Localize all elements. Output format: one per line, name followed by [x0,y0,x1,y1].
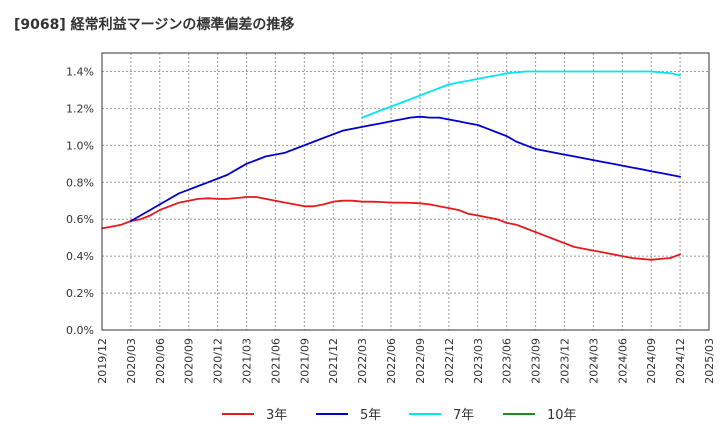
x-tick-label: 2021/03 [241,338,254,384]
legend-label: 10年 [547,408,577,423]
x-tick-label: 2024/12 [674,338,687,384]
y-tick-label: 1.0% [66,139,94,152]
legend-label: 5年 [360,408,381,423]
y-tick-label: 0.4% [66,250,94,263]
y-tick-label: 0.6% [66,213,94,226]
x-tick-label: 2022/06 [385,338,398,384]
x-tick-label: 2020/06 [154,338,167,384]
y-tick-label: 0.8% [66,176,94,189]
series-line-2 [361,70,681,119]
x-tick-label: 2023/03 [472,338,485,384]
plot-area [102,53,709,330]
x-tick-label: 2022/03 [356,338,369,384]
y-tick-label: 1.2% [66,102,94,115]
x-tick-label: 2024/09 [645,338,658,384]
x-tick-label: 2023/09 [530,338,543,384]
x-tick-label: 2023/06 [501,338,514,384]
series-lines [101,70,681,261]
legend: 3年 5年 7年 10年 [222,408,577,423]
x-tick-label: 2025/03 [703,338,716,384]
chart-title: [9068] 経常利益マージンの標準偏差の推移 [14,17,295,33]
x-tick-label: 2024/06 [616,338,629,384]
x-tick-label: 2022/09 [414,338,427,384]
y-tick-label: 1.4% [66,65,94,78]
series-line-1 [129,115,681,222]
x-tick-label: 2020/03 [125,338,138,384]
legend-label: 3年 [266,408,287,423]
x-tick-label: 2021/12 [327,338,340,384]
x-tick-label: 2020/12 [212,338,225,384]
legend-label: 7年 [453,408,474,423]
series-line-0 [101,196,681,261]
x-tick-label: 2020/09 [183,338,196,384]
x-tick-label: 2022/12 [443,338,456,384]
y-axis: 0.0% 0.2% 0.4% 0.6% 0.8% 1.0% 1.2% 1.4% [66,65,94,337]
x-tick-label: 2021/06 [269,338,282,384]
plot-border [101,52,710,331]
x-tick-label: 2021/09 [298,338,311,384]
x-tick-label: 2024/03 [587,338,600,384]
x-axis: 2019/12 2020/03 2020/06 2020/09 2020/12 2021/… [96,338,716,384]
x-tick-label: 2023/12 [558,338,571,384]
y-tick-label: 0.0% [66,324,94,337]
x-tick-label: 2019/12 [96,338,109,384]
y-tick-label: 0.2% [66,287,94,300]
